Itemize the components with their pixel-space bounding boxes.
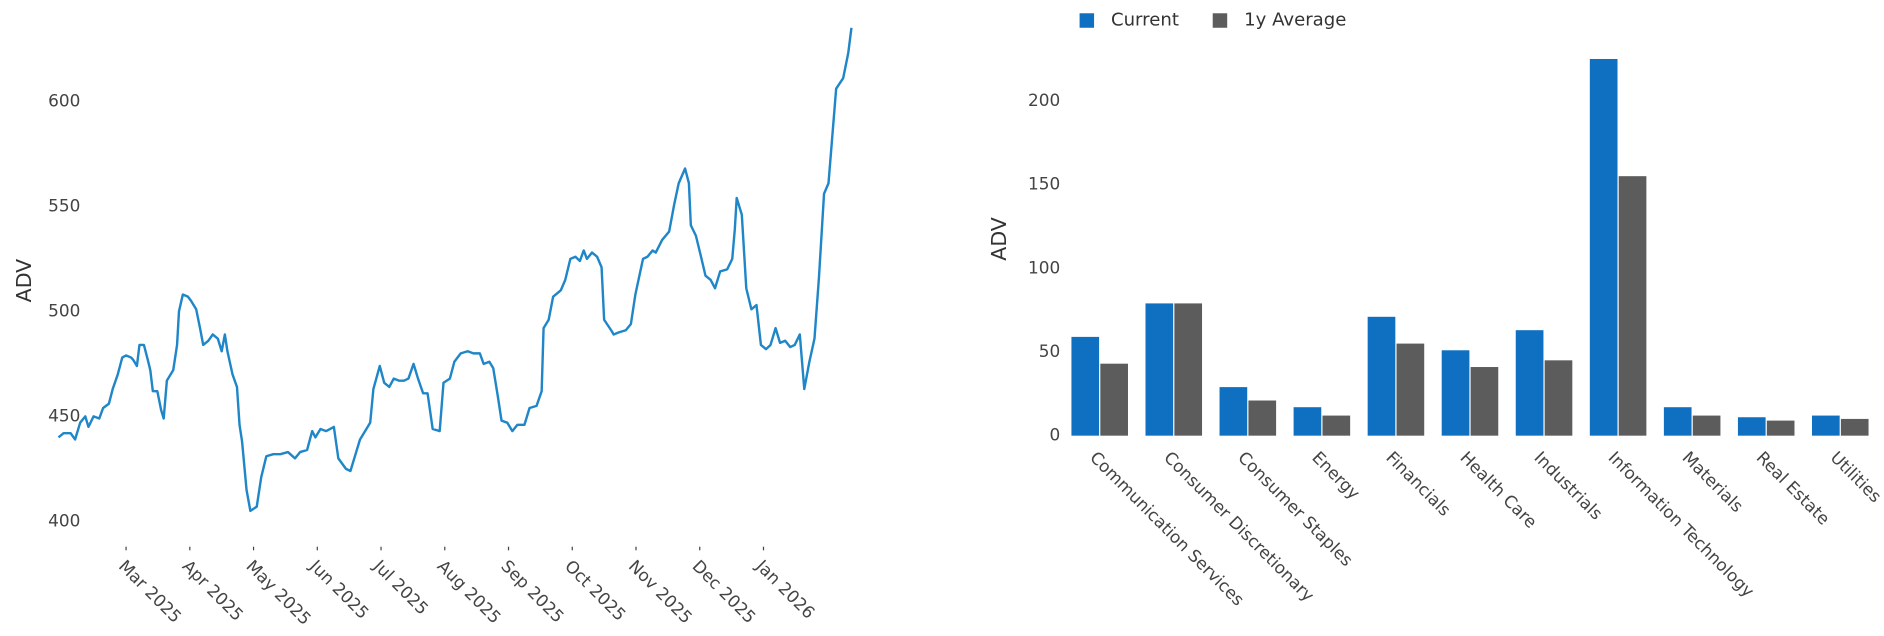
x-tick-label: Consumer Discretionary — [1160, 447, 1318, 605]
x-tick-label: Information Technology — [1604, 447, 1758, 601]
bar — [1589, 58, 1618, 436]
y-tick-label: 200 — [1028, 90, 1060, 110]
x-tick-label: Sep 2025 — [497, 556, 568, 627]
bar — [1515, 330, 1544, 436]
y-tick-label: 0 — [1050, 425, 1061, 445]
x-tick-label: Industrials — [1530, 447, 1606, 523]
bar — [1811, 415, 1840, 436]
legend-swatch — [1212, 13, 1228, 28]
x-tick-label: Apr 2025 — [179, 556, 248, 625]
bar — [1692, 415, 1721, 436]
x-tick-label: May 2025 — [242, 556, 315, 629]
x-tick-label: Mar 2025 — [115, 556, 186, 627]
bar — [1219, 387, 1248, 436]
y-tick-label: 100 — [1028, 257, 1060, 277]
bar — [1544, 360, 1573, 436]
legend-swatch — [1079, 13, 1095, 28]
bar — [1322, 415, 1351, 436]
y-tick-label: 150 — [1028, 174, 1060, 194]
bar — [1174, 303, 1203, 436]
bar — [1100, 363, 1128, 436]
bar — [1145, 303, 1174, 436]
y-tick-label: 550 — [48, 195, 80, 215]
bar — [1840, 418, 1869, 436]
bar — [1766, 420, 1795, 436]
x-tick-label: Aug 2025 — [434, 556, 506, 628]
bar — [1248, 400, 1277, 436]
y-tick-label: 50 — [1039, 341, 1060, 361]
legend-label: Current — [1111, 10, 1179, 31]
legend-label: 1y Average — [1244, 10, 1346, 31]
y-tick-label: 500 — [48, 300, 80, 320]
bar — [1663, 407, 1692, 436]
bar — [1618, 176, 1647, 436]
y-tick-label: 600 — [48, 90, 80, 110]
x-tick-label: Utilities — [1827, 447, 1884, 506]
data-line — [57, 27, 853, 513]
bar — [1396, 343, 1425, 436]
x-tick-label: Communication Services — [1086, 447, 1248, 609]
x-tick-label: Nov 2025 — [625, 556, 697, 628]
x-tick-label: Real Estate — [1753, 447, 1834, 528]
bar — [1737, 417, 1766, 436]
x-tick-label: Energy — [1308, 447, 1364, 503]
y-tick-label: 450 — [48, 405, 80, 425]
x-tick-label: Jan 2026 — [752, 555, 819, 622]
x-tick-label: Jul 2025 — [369, 555, 432, 618]
y-axis-title: ADV — [987, 217, 1011, 260]
bar — [1470, 367, 1499, 436]
y-tick-label: 400 — [48, 510, 80, 530]
x-tick-label: Health Care — [1456, 447, 1541, 532]
bar — [1441, 350, 1470, 436]
bar — [1367, 316, 1396, 436]
bar — [1071, 336, 1100, 436]
y-axis-title: ADV — [12, 259, 36, 302]
x-tick-label: Dec 2025 — [689, 556, 760, 627]
x-tick-label: Financials — [1382, 447, 1455, 520]
x-tick-label: Materials — [1679, 447, 1748, 516]
bar — [1293, 407, 1322, 436]
x-tick-label: Oct 2025 — [561, 556, 630, 625]
x-tick-label: Jun 2025 — [305, 555, 373, 623]
